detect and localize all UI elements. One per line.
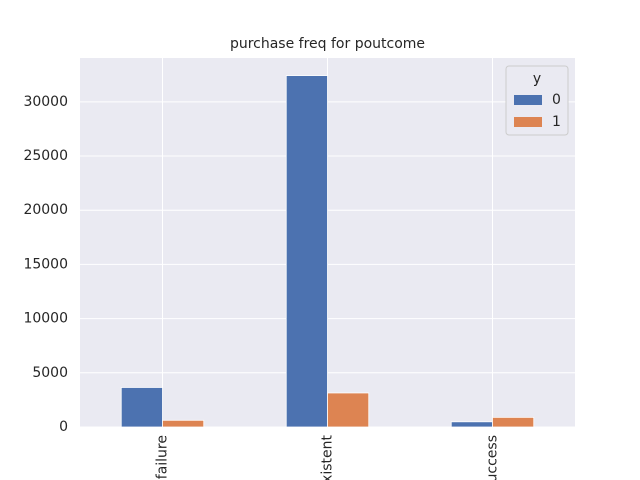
x-tick-label: success — [485, 435, 501, 480]
bar — [450, 421, 493, 428]
legend-label: 1 — [552, 114, 561, 130]
bar — [120, 387, 163, 428]
y-tick-label: 5000 — [32, 365, 68, 381]
bar — [285, 75, 328, 428]
legend-swatch — [514, 117, 542, 127]
bar — [492, 416, 535, 428]
chart-title: purchase freq for poutcome — [230, 36, 425, 52]
legend-title: y — [533, 71, 541, 87]
y-tick-label: 10000 — [23, 311, 68, 327]
legend-label: 0 — [552, 92, 561, 108]
bar — [162, 419, 205, 428]
y-tick-label: 25000 — [23, 148, 68, 164]
x-tick-label: failure — [155, 435, 171, 479]
x-tick-label: nonexistent — [320, 435, 336, 480]
y-tick-label: 30000 — [23, 94, 68, 110]
legend-swatch — [514, 95, 542, 105]
y-tick-label: 15000 — [23, 256, 68, 272]
legend: y0 1 — [505, 65, 569, 136]
y-tick-label: 0 — [59, 419, 68, 435]
y-tick-label: 20000 — [23, 202, 68, 218]
bar — [327, 392, 370, 428]
